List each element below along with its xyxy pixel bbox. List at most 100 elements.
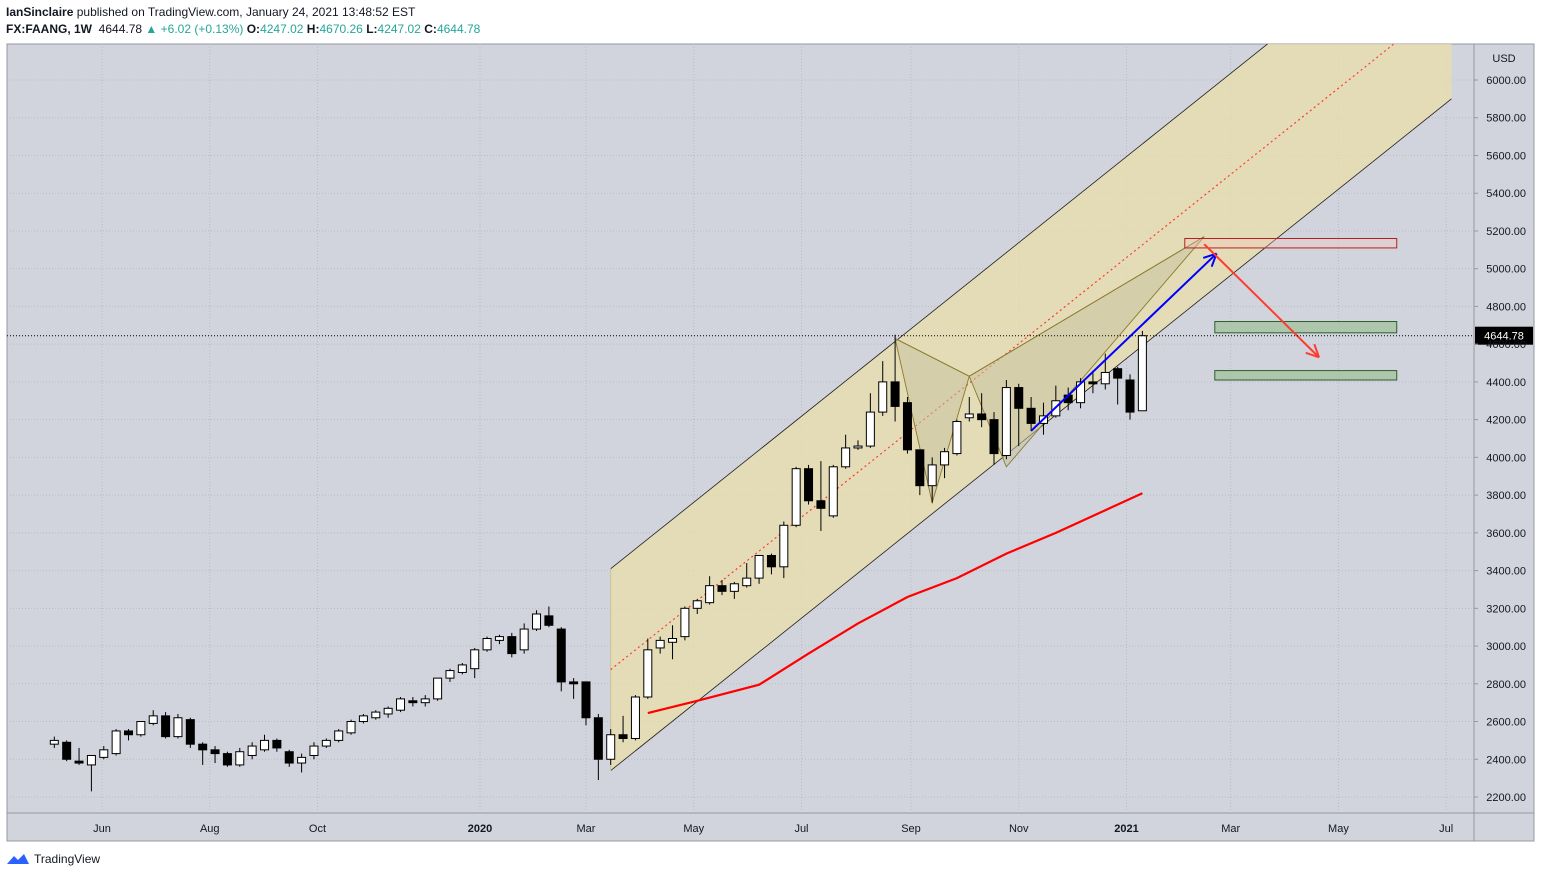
open-label: O: — [246, 22, 261, 36]
candle — [655, 636, 665, 654]
candle — [260, 734, 270, 752]
candle — [593, 713, 603, 781]
x-tick-label: Aug — [200, 823, 220, 835]
candle-body — [284, 751, 294, 764]
candle-body — [260, 739, 270, 751]
candle — [1088, 370, 1098, 394]
candle-body — [1088, 381, 1098, 385]
candle — [1001, 380, 1011, 460]
candle — [1137, 330, 1147, 412]
candle-body — [111, 730, 121, 755]
candle-body — [717, 585, 727, 592]
candle — [198, 742, 208, 765]
candle — [940, 447, 950, 479]
candle-body — [49, 739, 59, 745]
time-axis[interactable]: Jun Aug Oct 2020 Mar May Jul Sep Nov 2021 Mar May Ju… — [93, 823, 1453, 835]
candle-body — [482, 638, 492, 651]
candle — [99, 746, 109, 760]
candle-body — [346, 721, 356, 734]
candle-body — [445, 670, 455, 679]
candle — [1125, 374, 1135, 420]
y-tick-label: 4000.00 — [1486, 452, 1526, 464]
candle-body — [161, 715, 171, 738]
candle — [618, 715, 628, 743]
candle — [433, 677, 443, 701]
y-tick-label: 2800.00 — [1486, 679, 1526, 691]
y-tick-label: 5200.00 — [1486, 226, 1526, 238]
candle — [494, 634, 504, 645]
candle-body — [618, 734, 628, 740]
footer: TradingView — [6, 852, 100, 866]
candle-body — [544, 615, 554, 626]
y-tick-label: 3400.00 — [1486, 566, 1526, 578]
candle — [185, 717, 195, 748]
x-tick-label: Oct — [309, 823, 326, 835]
candle-body — [470, 649, 480, 670]
candle — [890, 334, 900, 422]
candle — [581, 681, 591, 726]
x-tick-label: Sep — [901, 823, 921, 835]
candle-body — [729, 583, 739, 592]
y-tick-label: 2200.00 — [1486, 792, 1526, 804]
x-tick-label: Jul — [794, 823, 808, 835]
candle-body — [136, 721, 146, 736]
y-tick-label: 5000.00 — [1486, 264, 1526, 276]
candle-body — [569, 681, 579, 685]
currency-label: USD — [1492, 53, 1515, 65]
y-tick-label: 4600.00 — [1486, 339, 1526, 351]
candle — [123, 729, 133, 741]
symbol-name[interactable]: FX:FAANG, 1W — [6, 22, 92, 36]
candle — [1026, 396, 1036, 431]
candle-body — [915, 449, 925, 487]
candle-body — [853, 445, 863, 449]
low-value: 4247.02 — [377, 22, 421, 36]
candle-body — [420, 698, 430, 704]
arrow-down-head — [1313, 343, 1320, 358]
candle — [507, 632, 517, 658]
candle — [816, 461, 826, 531]
candle — [766, 553, 776, 575]
candle — [952, 419, 962, 456]
candle — [482, 636, 492, 652]
candle-body — [643, 649, 653, 698]
y-tick-label: 2400.00 — [1486, 754, 1526, 766]
candle — [742, 563, 752, 588]
up-triangle-icon: ▲ — [145, 22, 158, 36]
candle — [321, 738, 331, 748]
candle — [173, 713, 183, 739]
candle — [964, 396, 974, 422]
x-tick-label: Mar — [1221, 823, 1240, 835]
candle — [754, 554, 764, 584]
close-label: C: — [424, 22, 437, 36]
candle — [668, 625, 678, 660]
candle-body — [532, 613, 542, 630]
price-axis[interactable]: USD 2200.00 2400.00 2600.00 2800.00 3000.00 32… — [1474, 53, 1526, 804]
candle-body — [816, 500, 826, 509]
candle — [371, 710, 381, 720]
candle-body — [408, 700, 418, 704]
candle — [828, 464, 838, 518]
author-name[interactable]: IanSinclaire — [6, 5, 74, 19]
candle — [62, 740, 72, 762]
candle-body — [198, 743, 208, 751]
y-tick-label: 4400.00 — [1486, 377, 1526, 389]
candle — [470, 647, 480, 679]
ma-line — [647, 492, 1143, 715]
candle — [705, 576, 715, 605]
candle-body — [940, 451, 950, 466]
candle-body — [841, 447, 851, 468]
candle-body — [358, 715, 368, 723]
candle — [532, 610, 542, 631]
candle — [779, 521, 789, 579]
last-price-tag — [1475, 326, 1533, 345]
candle-body — [630, 696, 640, 740]
footer-brand[interactable]: TradingView — [34, 852, 101, 866]
candle-body — [779, 524, 789, 568]
candle — [408, 696, 418, 707]
x-tick-label: Jul — [1439, 823, 1453, 835]
candle-body — [754, 554, 764, 579]
high-label: H: — [306, 22, 320, 36]
y-tick-label: 4800.00 — [1486, 301, 1526, 313]
candle — [383, 706, 393, 718]
